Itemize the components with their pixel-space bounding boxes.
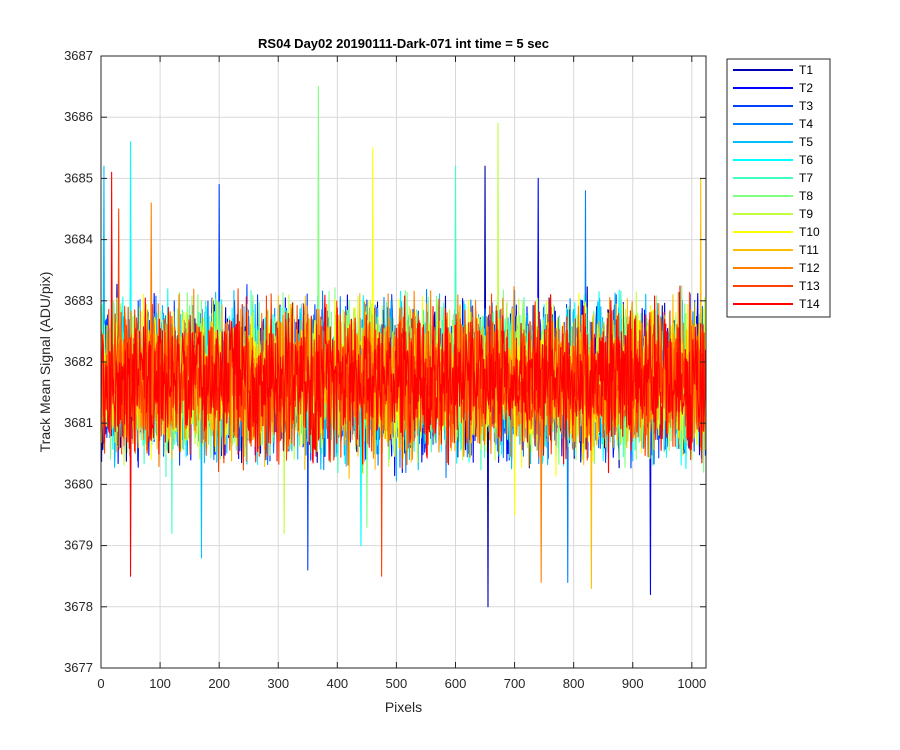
- x-axis-label: Pixels: [385, 699, 422, 715]
- legend-label-t13: T13: [799, 279, 820, 293]
- x-tick-label: 700: [504, 676, 526, 691]
- series-line-t14: [100, 171, 706, 577]
- y-tick-label: 3683: [64, 293, 93, 308]
- x-tick-label: 100: [149, 676, 171, 691]
- y-tick-label: 3684: [64, 232, 93, 247]
- x-tick-label: 800: [563, 676, 585, 691]
- ticks: 0 100 200 300 400 500 600 700 800 900 1000 3677 3678…: [64, 48, 706, 691]
- legend-label-t8: T8: [799, 189, 813, 203]
- legend-label-t14: T14: [799, 297, 820, 311]
- x-tick-label: 300: [267, 676, 289, 691]
- y-tick-label: 3682: [64, 354, 93, 369]
- legend: T1 T2 T3 T4 T5 T6 T7 T8 T9 T10 T11 T12 T13 T14: [726, 58, 831, 318]
- y-tick-label: 3677: [64, 660, 93, 675]
- y-axis-label: Track Mean Signal (ADU/pix): [37, 272, 53, 453]
- x-tick-label: 0: [97, 676, 104, 691]
- x-tick-label: 600: [445, 676, 467, 691]
- x-tick-label: 900: [622, 676, 644, 691]
- x-tick-label: 500: [386, 676, 408, 691]
- legend-label-t4: T4: [799, 117, 813, 131]
- legend-label-t9: T9: [799, 207, 813, 221]
- legend-label-t11: T11: [799, 243, 819, 257]
- legend-box: [726, 58, 831, 318]
- y-tick-label: 3680: [64, 476, 93, 491]
- y-tick-label: 3686: [64, 109, 93, 124]
- y-tick-label: 3679: [64, 538, 93, 553]
- legend-label-t7: T7: [799, 171, 813, 185]
- legend-label-t1: T1: [799, 63, 813, 77]
- x-tick-label: 200: [208, 676, 230, 691]
- y-tick-label: 3687: [64, 48, 93, 63]
- legend-label-t12: T12: [799, 261, 820, 275]
- legend-label-t5: T5: [799, 135, 813, 149]
- legend-label-t10: T10: [799, 225, 820, 239]
- legend-label-t6: T6: [799, 153, 813, 167]
- x-tick-label: 1000: [677, 676, 706, 691]
- plot-lines: [100, 86, 706, 608]
- x-tick-label: 400: [326, 676, 348, 691]
- y-tick-label: 3681: [64, 415, 93, 430]
- legend-label-t3: T3: [799, 99, 813, 113]
- y-tick-label: 3678: [64, 599, 93, 614]
- chart-title: RS04 Day02 20190111-Dark-071 int time = …: [258, 36, 549, 51]
- legend-label-t2: T2: [799, 81, 813, 95]
- y-tick-label: 3685: [64, 170, 93, 185]
